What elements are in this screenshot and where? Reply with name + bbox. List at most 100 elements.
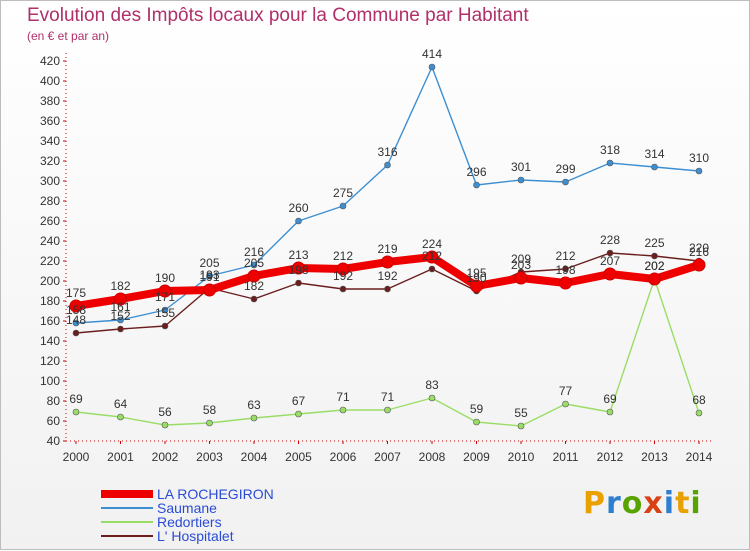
- data-point: [648, 272, 661, 286]
- y-tick-label: 100: [40, 374, 60, 388]
- data-point: [473, 418, 480, 426]
- data-label: 314: [644, 147, 664, 161]
- data-label: 216: [244, 245, 264, 259]
- data-point: [606, 249, 614, 257]
- data-label: 228: [600, 233, 620, 247]
- data-label: 192: [333, 269, 353, 283]
- y-tick-label: 340: [40, 134, 60, 148]
- data-point: [250, 414, 258, 422]
- data-point: [384, 406, 391, 414]
- data-label: 161: [110, 300, 130, 314]
- data-label: 182: [110, 279, 130, 293]
- data-point: [603, 267, 617, 281]
- data-point: [117, 316, 124, 324]
- data-label: 190: [155, 271, 175, 285]
- data-point: [295, 410, 302, 418]
- data-point: [559, 276, 572, 290]
- data-label: 414: [422, 47, 442, 61]
- data-point: [651, 252, 658, 260]
- x-tick-label: 2011: [553, 450, 579, 464]
- data-label: 212: [422, 249, 442, 263]
- data-label: 296: [466, 165, 486, 179]
- data-point: [606, 408, 614, 416]
- data-label: 198: [555, 263, 575, 277]
- y-tick-label: 280: [40, 194, 60, 208]
- proxiti-logo: Proxiti: [583, 486, 702, 521]
- data-point: [562, 400, 569, 408]
- data-label: 69: [69, 392, 83, 406]
- data-point: [158, 284, 172, 298]
- x-tick-label: 2000: [63, 450, 90, 464]
- data-label: 191: [199, 270, 219, 284]
- data-label: 198: [288, 263, 308, 277]
- data-point: [339, 406, 347, 414]
- data-label: 148: [66, 313, 86, 327]
- legend-label: Redortiers: [157, 514, 222, 530]
- data-point: [470, 279, 483, 293]
- data-label: 182: [244, 279, 264, 293]
- data-label: 67: [292, 394, 306, 408]
- y-tick-label: 240: [40, 234, 60, 248]
- legend-swatch: [101, 490, 153, 498]
- y-tick-label: 380: [40, 94, 60, 108]
- data-label: 171: [155, 290, 175, 304]
- x-tick-label: 2010: [508, 450, 535, 464]
- data-label: 205: [199, 256, 219, 270]
- data-point: [384, 161, 391, 169]
- data-label: 216: [689, 245, 709, 259]
- y-tick-label: 220: [40, 254, 60, 268]
- data-label: 55: [514, 406, 528, 420]
- data-point: [250, 295, 258, 303]
- x-tick-label: 2005: [285, 450, 312, 464]
- data-label: 219: [377, 242, 397, 256]
- legend-swatch: [101, 535, 153, 537]
- data-label: 192: [377, 269, 397, 283]
- logo-letter: o: [621, 486, 644, 521]
- logo-letter: x: [643, 486, 664, 521]
- data-point: [514, 271, 528, 285]
- series-redortiers: [72, 275, 703, 430]
- data-label: 225: [644, 236, 664, 250]
- logo-letter: i: [690, 486, 702, 521]
- logo-letter: r: [606, 486, 622, 521]
- data-label: 318: [600, 143, 620, 157]
- y-tick-label: 300: [40, 174, 60, 188]
- data-label: 316: [377, 145, 397, 159]
- data-label: 64: [114, 397, 128, 411]
- data-label: 260: [288, 201, 308, 215]
- x-tick-label: 2006: [330, 450, 357, 464]
- data-point: [381, 255, 394, 269]
- x-tick-label: 2007: [374, 450, 401, 464]
- y-tick-label: 140: [40, 334, 60, 348]
- legend-swatch: [101, 507, 153, 509]
- legend-label: LA ROCHEGIRON: [157, 486, 274, 502]
- series-saumane: [72, 63, 703, 327]
- data-point: [72, 408, 80, 416]
- x-tick-label: 2013: [641, 450, 668, 464]
- chart-subtitle: (en € et par an): [27, 29, 110, 43]
- data-label: 193: [199, 268, 219, 282]
- data-label: 56: [158, 405, 172, 419]
- data-point: [117, 325, 124, 333]
- series-la-rochegiron: [69, 250, 706, 313]
- chart-title: Evolution des Impôts locaux pour la Comm…: [27, 5, 529, 26]
- y-tick-label: 160: [40, 314, 60, 328]
- data-point: [473, 181, 480, 189]
- data-point: [428, 394, 436, 402]
- axes: 40 60 80 100 120 140 160 180 200 220 240 260 280 300 3…: [40, 53, 713, 464]
- data-point: [562, 178, 569, 186]
- data-label: 213: [288, 248, 308, 262]
- data-label: 224: [422, 237, 442, 251]
- data-label: 71: [336, 390, 350, 404]
- y-tick-label: 200: [40, 274, 60, 288]
- data-point: [114, 292, 127, 306]
- data-label: 202: [644, 259, 664, 273]
- data-point: [161, 421, 169, 429]
- logo-letter: i: [663, 486, 676, 521]
- data-label: 71: [381, 390, 395, 404]
- data-point: [339, 285, 347, 293]
- data-point: [295, 217, 302, 225]
- legend-label: L' Hospitalet: [157, 528, 234, 544]
